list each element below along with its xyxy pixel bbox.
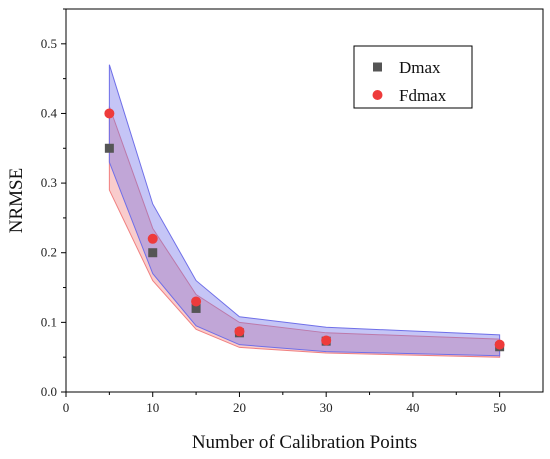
point-fdmax [321,335,332,346]
point-dmax [104,143,114,153]
plot-frame [65,8,544,393]
y-axis-title: NRMSE [6,168,27,233]
point-fdmax [191,296,202,307]
legend: Dmax Fdmax [353,45,473,109]
legend-marker-dmax [373,62,382,72]
confidence-bands [108,64,501,358]
y-tick-label: 0.2 [41,245,57,260]
point-fdmax [494,339,505,350]
x-tick-label: 40 [406,400,419,415]
y-tick-label: 0.4 [41,105,58,120]
point-fdmax [147,233,158,244]
x-tick-label: 10 [146,400,159,415]
legend-label-dmax: Dmax [399,58,441,77]
x-tick-label: 50 [493,400,506,415]
y-tick-label: 0.5 [41,36,57,51]
y-tick-label: 0.3 [41,175,57,190]
point-dmax [191,303,201,313]
y-tick-label: 0.1 [41,314,57,329]
y-tick-label: 0.0 [41,384,57,399]
axes [65,8,544,393]
data-points [104,108,505,352]
x-axis-title: Number of Calibration Points [192,432,417,453]
band-fdmax [108,106,501,358]
point-fdmax [234,326,245,337]
x-tick-label: 0 [63,400,70,415]
point-dmax [148,248,158,258]
x-tick-label: 30 [320,400,333,415]
legend-label-fdmax: Fdmax [399,86,447,105]
x-tick-label: 20 [233,400,246,415]
legend-marker-fdmax [372,90,383,100]
band-dmax [108,64,501,357]
legend-box [353,45,473,109]
ticks: 0 10 20 30 40 50 0.0 0.1 0.2 0.3 0.4 0.5 [41,8,506,415]
point-fdmax [104,108,115,119]
